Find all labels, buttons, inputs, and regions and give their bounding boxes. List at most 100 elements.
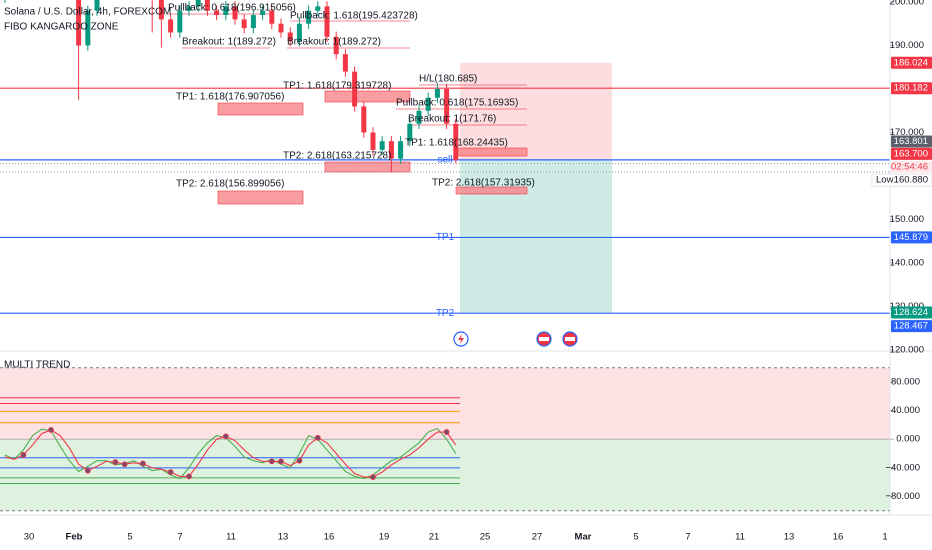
candle-body [296, 23, 302, 42]
x-tick-label: 11 [226, 532, 236, 543]
osc-line [4, 427, 457, 480]
price-tag [891, 320, 932, 333]
fibo-label: TP2: 2.618(157.31935) [432, 178, 535, 189]
x-tick-label: 16 [833, 532, 844, 543]
event-flag-stripe [539, 337, 549, 341]
x-tick-label: 5 [127, 532, 132, 543]
candle-body [94, 0, 100, 11]
cross-dot [186, 473, 192, 480]
stop-zone [460, 62, 612, 160]
chart-title: Solana / U.S. Dollar, 4h, FOREXCOM [4, 7, 171, 18]
candle-body [287, 32, 293, 42]
candle-body [352, 71, 358, 107]
osc-line [4, 429, 457, 478]
price-tag-label: 163.700 [894, 148, 928, 159]
osc-tick-label: 40.000 [891, 405, 920, 416]
cross-dot [48, 427, 54, 433]
candle-body [379, 141, 385, 150]
price-tag-label: 128.624 [894, 307, 928, 318]
indicator-title: FIBO KANGAROO ZONE [4, 22, 119, 33]
event-flag-stripe [565, 337, 575, 341]
candle-body [177, 10, 183, 33]
event-icon-bolt [458, 334, 464, 344]
price-tag-label: 163.801 [894, 136, 928, 147]
line-label: sell [437, 155, 452, 166]
countdown-tag [891, 160, 932, 173]
fibo-label: TP2: 2.618(163.215728) [283, 151, 391, 162]
candle-body [278, 23, 284, 33]
candle-body [416, 110, 422, 124]
cross-dot [370, 474, 376, 481]
candle-body [186, 6, 192, 11]
y-tick-label: 200.000 [890, 0, 924, 8]
fibo-label: Pullback: 0.618(196.915056) [168, 3, 296, 14]
fibo-label: Breakout: 1(171.76) [408, 114, 496, 125]
candle-body [434, 89, 440, 98]
bear-zone [0, 439, 890, 511]
cross-dot [268, 458, 275, 465]
price-tag [891, 306, 932, 319]
fibo-label: TP1: 1.618(168.24435) [405, 138, 508, 149]
candle-body [168, 19, 174, 33]
candle-body [342, 54, 348, 72]
x-tick-label: 13 [278, 532, 289, 543]
cross-dot [296, 457, 303, 464]
candle-body [269, 10, 275, 24]
x-tick-label: 1 [882, 532, 887, 543]
price-tag [891, 147, 932, 160]
low-value: 160.880 [894, 175, 928, 186]
y-tick-label: 150.000 [890, 214, 924, 225]
candle-body [333, 36, 339, 55]
x-tick-label: 11 [735, 532, 745, 543]
candle-body [214, 10, 220, 16]
x-tick-label: Feb [66, 532, 83, 543]
x-tick-label: 16 [324, 532, 335, 543]
price-tag-label: 180.182 [894, 83, 928, 94]
candle-body [204, 0, 210, 11]
cross-dot [314, 434, 321, 441]
candle-body [223, 6, 229, 16]
x-tick-label: 7 [177, 532, 182, 543]
cross-dot [278, 458, 284, 465]
x-tick-label: 21 [429, 532, 440, 543]
x-tick-label: 25 [480, 532, 491, 543]
candle-body [250, 15, 256, 29]
candle-body [361, 106, 367, 133]
osc-tick-label: −40.000 [885, 462, 920, 473]
cross-dot [140, 460, 146, 467]
candle-body [232, 6, 238, 20]
event-icons[interactable] [453, 331, 578, 347]
price-tag [891, 56, 932, 69]
price-tag [891, 135, 932, 148]
target-zone [460, 159, 612, 313]
fibo-label: TP2: 2.618(156.899056) [176, 179, 284, 190]
y-tick-label: 140.000 [890, 258, 924, 269]
oscillator-pane [0, 367, 890, 512]
candle-body [425, 97, 431, 111]
candle-body [398, 141, 404, 159]
candle-body [260, 10, 266, 16]
cross-dot [443, 429, 450, 435]
candle-body [407, 123, 413, 142]
fibo-label: Breakout: 1(189.272) [182, 37, 276, 48]
x-tick-label: 13 [784, 532, 795, 543]
osc-tick-label: −80.000 [885, 491, 920, 502]
candle-body [324, 6, 330, 37]
x-tick-label: 5 [633, 532, 638, 543]
price-tag-label: 186.024 [894, 57, 928, 68]
candle-body [444, 89, 450, 124]
candle-body [195, 0, 201, 7]
cross-dot [167, 469, 174, 476]
fibo-label: Breakout: 1(189.272) [287, 37, 381, 48]
osc-tick-label: 80.000 [891, 377, 920, 388]
candle-body [370, 132, 376, 150]
candle-body [388, 141, 394, 159]
fibo-label: TP1: 1.618(179.319728) [283, 81, 391, 92]
x-tick-label: Mar [575, 532, 592, 543]
countdown: 02:54:46 [891, 161, 928, 172]
candle-body [315, 6, 321, 11]
oscillator-title: MULTI TREND [4, 360, 70, 371]
